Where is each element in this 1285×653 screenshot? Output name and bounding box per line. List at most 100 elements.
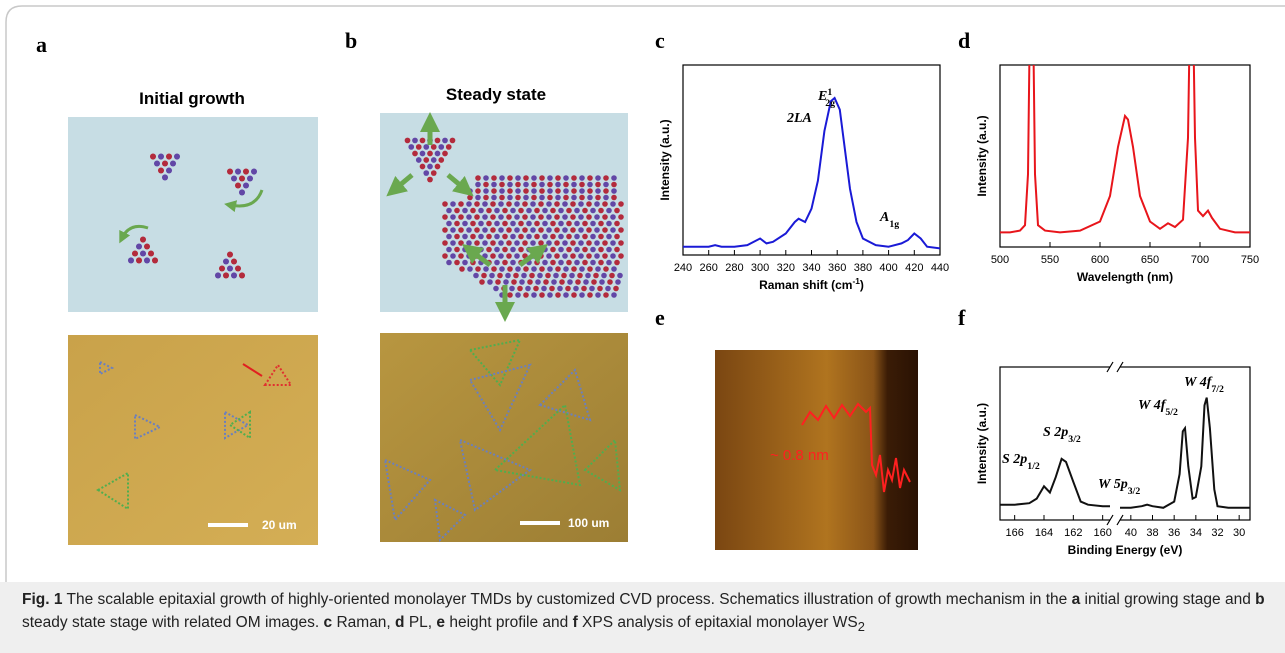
atom	[618, 214, 624, 220]
atom	[530, 227, 536, 233]
atom	[541, 285, 547, 292]
atom	[522, 201, 528, 207]
atom	[589, 285, 595, 292]
atom	[450, 201, 456, 207]
x-tick-label: 340	[802, 262, 820, 274]
atom	[242, 168, 250, 175]
atom	[415, 144, 422, 150]
panel-label: a	[36, 32, 47, 57]
atom	[147, 250, 155, 257]
atom	[404, 137, 411, 144]
text-part: -1	[852, 276, 860, 286]
atom	[609, 272, 615, 279]
axis-break	[1110, 365, 1120, 369]
atom	[442, 227, 448, 233]
atom	[605, 285, 611, 292]
atom	[610, 240, 616, 246]
atom	[575, 279, 581, 285]
atom	[427, 163, 433, 170]
atom	[526, 233, 532, 240]
atom	[491, 175, 497, 181]
atom	[603, 175, 609, 181]
atom	[534, 233, 540, 240]
atom	[611, 292, 617, 298]
panel-title: Steady state	[446, 85, 546, 104]
atom	[153, 160, 161, 167]
x-axis-label: Wavelength (nm)	[1077, 270, 1173, 284]
atom	[458, 201, 464, 207]
atom	[583, 279, 589, 285]
atom	[534, 220, 540, 227]
atom	[218, 265, 226, 272]
atom	[526, 220, 532, 227]
atom	[578, 214, 584, 220]
data-line	[1000, 457, 1110, 508]
atom	[427, 150, 433, 157]
atom	[558, 233, 564, 240]
atom	[606, 220, 612, 227]
atom	[506, 201, 512, 207]
atom	[511, 279, 517, 285]
atom	[234, 265, 242, 272]
text-part: E	[817, 89, 827, 104]
caption-part: e	[436, 614, 446, 631]
atom	[530, 214, 536, 220]
atom	[585, 272, 591, 279]
panel-label: d	[958, 28, 970, 53]
caption-part: Fig. 1	[22, 591, 63, 608]
atom	[151, 257, 159, 264]
atom	[482, 214, 488, 220]
atom	[563, 292, 569, 298]
atom	[446, 233, 452, 240]
atom	[614, 233, 620, 240]
atom	[523, 188, 529, 194]
atom	[573, 285, 579, 292]
peak-annotation: S 2p1/2	[1002, 452, 1040, 472]
atom	[590, 233, 596, 240]
atom	[507, 292, 513, 298]
atom	[497, 272, 503, 279]
growth-arrow	[518, 244, 548, 267]
atom	[419, 163, 426, 170]
atom	[523, 292, 529, 298]
flake	[433, 498, 467, 543]
text-part: Raman shift (cm	[759, 278, 852, 292]
atom	[535, 279, 541, 285]
atom	[550, 259, 556, 266]
panel-title: Initial growth	[139, 89, 245, 108]
atom	[606, 246, 612, 253]
atom	[562, 227, 568, 233]
atom	[531, 266, 537, 272]
atom	[598, 233, 604, 240]
atom	[554, 227, 560, 233]
text-part: )	[860, 278, 864, 292]
atom	[582, 207, 588, 214]
atom	[507, 188, 513, 194]
atom	[610, 253, 616, 259]
atom	[566, 207, 572, 214]
atom	[561, 272, 567, 279]
atom	[230, 175, 238, 182]
atom	[562, 240, 568, 246]
atom	[587, 175, 593, 181]
atom	[157, 153, 165, 160]
atom	[554, 240, 560, 246]
atom	[518, 233, 524, 240]
atom	[408, 144, 415, 150]
atom	[614, 259, 620, 266]
caption-part: XPS analysis of epitaxial monolayer WS	[577, 614, 858, 631]
x-tick-label: 240	[674, 262, 692, 274]
atom	[438, 144, 445, 150]
atom	[547, 292, 553, 298]
atom	[606, 259, 612, 266]
atom	[489, 272, 495, 279]
afm-image	[715, 350, 918, 550]
atom	[595, 181, 601, 188]
atom	[531, 194, 537, 201]
atom	[571, 181, 577, 188]
caption-part: 2	[857, 619, 865, 635]
atom	[510, 246, 516, 253]
y-axis-label: Intensity (a.u.)	[658, 119, 672, 200]
atom	[578, 240, 584, 246]
atom	[602, 240, 608, 246]
